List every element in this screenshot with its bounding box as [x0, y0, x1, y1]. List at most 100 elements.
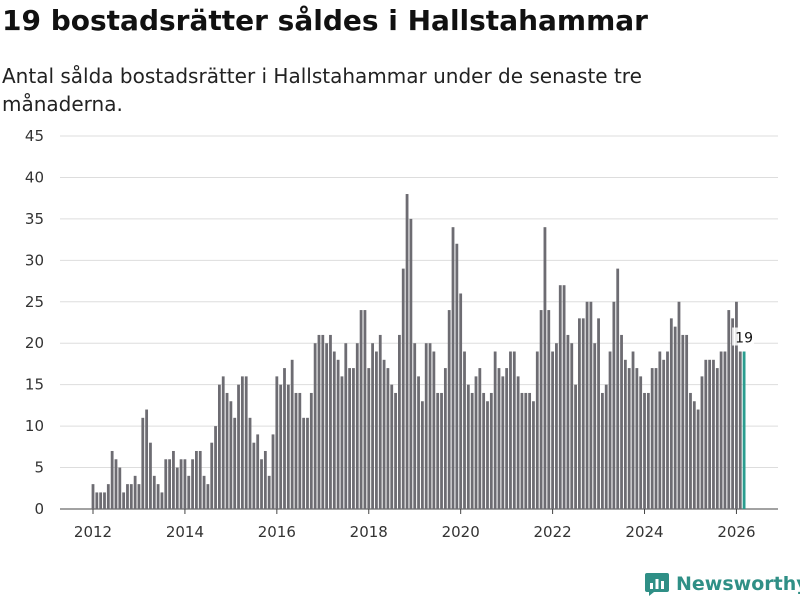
bar — [256, 434, 260, 509]
bar — [608, 351, 612, 509]
bar — [723, 351, 727, 509]
bar — [528, 392, 532, 509]
bar — [294, 392, 298, 509]
bar — [505, 368, 509, 509]
bar — [666, 351, 669, 509]
bar — [137, 484, 141, 509]
y-tick-label: 20 — [25, 334, 44, 352]
bar — [623, 359, 627, 509]
bar — [643, 392, 646, 509]
bar — [509, 351, 512, 509]
bar — [715, 368, 719, 509]
bar — [646, 392, 650, 509]
bar — [275, 376, 279, 509]
bar — [252, 442, 256, 509]
bar — [309, 392, 313, 509]
x-tick-label: 2022 — [534, 523, 572, 541]
data-labels: 19 — [732, 327, 755, 347]
bar — [355, 343, 359, 509]
bar — [459, 293, 463, 509]
bar — [263, 450, 267, 509]
bar — [329, 334, 332, 509]
bar — [677, 301, 681, 509]
bar — [260, 459, 263, 509]
bar — [585, 301, 589, 509]
bar — [708, 359, 712, 509]
bar — [91, 484, 95, 509]
chart-title: 19 bostadsrätter såldes i Hallstahammar — [2, 4, 648, 37]
bar — [704, 359, 708, 509]
bar — [175, 467, 179, 509]
bar — [558, 285, 562, 509]
bars — [91, 194, 746, 509]
bar — [635, 368, 639, 509]
bar — [627, 368, 631, 509]
bar — [489, 392, 493, 509]
bar — [106, 484, 110, 509]
bar — [512, 351, 516, 509]
bar — [210, 442, 214, 509]
bar — [589, 301, 593, 509]
bar — [650, 368, 654, 509]
bar — [225, 392, 229, 509]
bar — [689, 392, 692, 509]
bar — [332, 351, 336, 509]
bar — [482, 392, 486, 509]
bar — [290, 359, 294, 509]
bar — [394, 392, 397, 509]
bar — [719, 351, 723, 509]
bar — [271, 434, 275, 509]
x-tick-label: 2024 — [625, 523, 663, 541]
bar — [574, 384, 577, 509]
y-tick-label: 35 — [25, 210, 44, 228]
y-axis: 0 5 10 15 20 25 30 35 40 45 — [25, 127, 44, 518]
bar — [524, 392, 528, 509]
x-tick-label: 2012 — [74, 523, 112, 541]
bar — [191, 459, 194, 509]
bar — [547, 310, 551, 509]
bar — [172, 450, 175, 509]
bar — [562, 285, 566, 509]
bar — [313, 343, 317, 509]
y-tick-label: 10 — [25, 417, 44, 435]
bar — [597, 318, 600, 509]
bar — [478, 368, 482, 509]
bar — [685, 334, 689, 509]
bar — [566, 334, 570, 509]
bar — [681, 334, 685, 509]
label-backdrop — [732, 327, 755, 346]
bar — [371, 343, 374, 509]
bar — [581, 318, 585, 509]
bar — [240, 376, 244, 509]
bar — [99, 492, 103, 509]
x-tick-label: 2018 — [350, 523, 388, 541]
x-axis: 2012 2014 2016 2018 2020 2022 2024 2026 — [74, 509, 756, 541]
bar — [616, 268, 620, 509]
bar — [470, 392, 474, 509]
newsworthy-logo: Newsworthy — [644, 568, 800, 600]
bar — [466, 384, 470, 509]
bar — [152, 475, 156, 509]
bar — [654, 368, 658, 509]
bar — [344, 343, 348, 509]
bar — [279, 384, 283, 509]
bar — [217, 384, 221, 509]
bar — [283, 368, 286, 509]
y-tick-label: 25 — [25, 293, 44, 311]
bar — [463, 351, 466, 509]
y-tick-label: 45 — [25, 127, 44, 145]
bar — [233, 417, 237, 509]
bar — [662, 359, 666, 509]
bar — [375, 351, 378, 509]
bar — [382, 359, 386, 509]
bar — [168, 459, 171, 509]
bar — [103, 492, 106, 509]
bar — [696, 409, 700, 509]
bar — [298, 392, 302, 509]
bar — [543, 227, 547, 509]
bar — [692, 401, 696, 509]
bar — [118, 467, 122, 509]
bar — [451, 227, 455, 509]
bar — [447, 310, 451, 509]
